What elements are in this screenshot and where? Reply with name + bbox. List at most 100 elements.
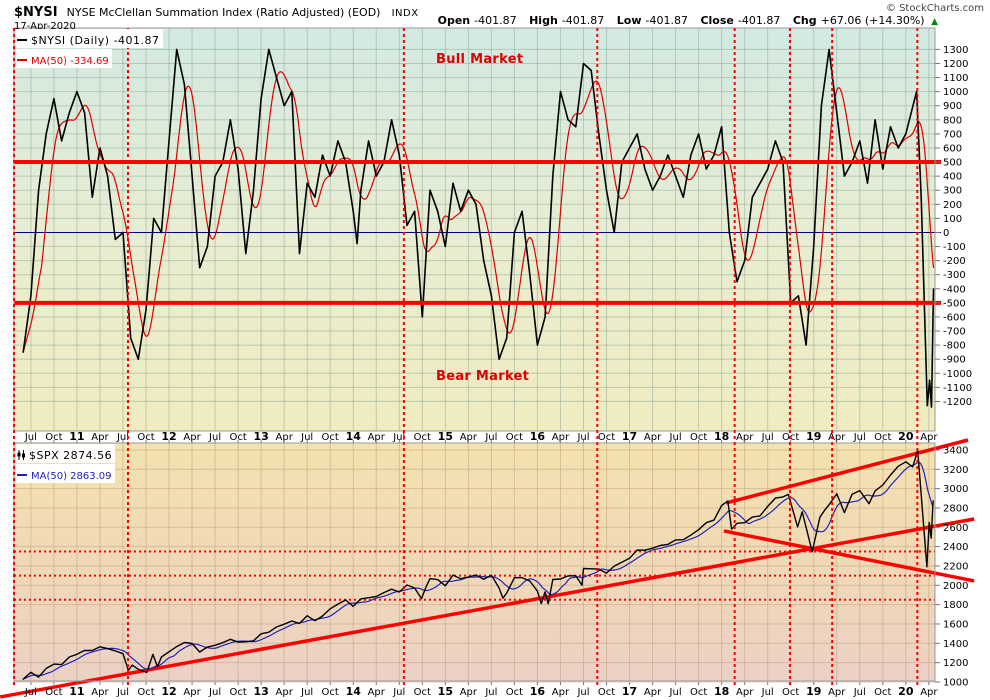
x-tick-label: Oct [137, 432, 154, 443]
nysi-price-line [22, 48, 935, 408]
x-tick-label: Apr [920, 432, 938, 443]
close-value: -401.87 [737, 14, 781, 27]
ohlc-readout: Open -401.87 High -401.87 Low -401.87 Close… [429, 14, 938, 27]
y-tick-label: -100 [943, 242, 966, 253]
x-tick-label: Apr [644, 432, 662, 443]
y-tick-label: 3000 [943, 484, 968, 495]
y-tick-label: 2600 [943, 523, 968, 534]
x-tick-label: 14 [346, 430, 362, 443]
y-tick-label: 500 [943, 158, 962, 169]
y-tick-label: 800 [943, 115, 962, 126]
x-tick-label: Jul [24, 432, 37, 443]
x-tick-label: Oct [137, 687, 154, 698]
x-tick-label: Jul [208, 432, 221, 443]
symbol-label: $NYSI [14, 5, 58, 20]
y-tick-label: -600 [943, 312, 966, 323]
x-tick-label: Jul [392, 432, 405, 443]
chart-header: $NYSI NYSE McClellan Summation Index (Ra… [14, 1, 986, 20]
nysi-legend-label: $NYSI (Daily) -401.87 [31, 34, 160, 47]
x-tick-label: Apr [368, 432, 386, 443]
x-tick-label: Jul [116, 432, 129, 443]
trendline [723, 529, 975, 583]
x-tick-label: Apr [183, 687, 201, 698]
nysi-plot-background [14, 28, 935, 431]
y-tick-label: 300 [943, 186, 962, 197]
nysi-panel: -1200-1100-1000-900-800-700-600-500-400-… [13, 27, 972, 443]
x-tick-label: Apr [91, 432, 109, 443]
low-value: -401.87 [645, 14, 688, 27]
candlestick-icon [17, 449, 25, 460]
y-tick-label: 1000 [943, 87, 968, 98]
x-tick-label: 15 [438, 685, 453, 698]
y-tick-label: -700 [943, 327, 966, 338]
trendline [725, 438, 969, 505]
low-label: Low [616, 14, 642, 27]
y-tick-label: -800 [943, 341, 966, 352]
x-tick-label: 16 [530, 430, 546, 443]
y-tick-label: 2000 [943, 581, 968, 592]
y-tick-label: -200 [943, 256, 966, 267]
x-tick-label: Oct [874, 432, 891, 443]
y-tick-label: 3400 [943, 445, 968, 456]
y-tick-label: 1200 [943, 658, 968, 669]
x-tick-label: Jul [24, 687, 37, 698]
y-tick-label: 2800 [943, 503, 968, 514]
y-tick-label: 200 [943, 200, 962, 211]
close-label: Close [700, 14, 734, 27]
x-tick-label: 16 [530, 685, 546, 698]
spx-y-axis: 1000 1200 1400 1600 1800 2000 2200 2400 2600 2800… [935, 445, 968, 688]
x-tick-label: Apr [460, 432, 478, 443]
y-tick-label: 0 [943, 228, 949, 239]
x-tick-label: Jul [484, 432, 497, 443]
y-tick-label: 1800 [943, 600, 968, 611]
x-tick-label: Apr [828, 432, 846, 443]
y-tick-label: 3200 [943, 465, 968, 476]
x-tick-label: 17 [622, 685, 637, 698]
x-tick-label: Apr [460, 687, 478, 698]
y-tick-label: 100 [943, 214, 962, 225]
line-swatch-icon [17, 38, 27, 41]
x-tick-label: Apr [920, 687, 938, 698]
x-tick-label: Oct [45, 432, 62, 443]
x-tick-label: Oct [598, 432, 615, 443]
x-tick-label: Jul [576, 687, 589, 698]
x-tick-label: Oct [782, 687, 799, 698]
nysi-y-axis: -1200-1100-1000-900-800-700-600-500-400-… [935, 45, 972, 408]
dotted-event-lines [13, 28, 919, 686]
up-arrow-icon: ▲ [931, 17, 938, 27]
spx-x-axis: Jul Oct 11 Apr Jul Oct 12 Apr Jul Oct 13 Apr Jul Oct 1… [24, 682, 938, 698]
x-tick-label: Jul [853, 687, 866, 698]
chart-title: NYSE McClellan Summation Index (Ratio Ad… [66, 6, 381, 19]
nysi-ma-legend-label: MA(50) -334.69 [31, 56, 109, 67]
open-label: Open [437, 14, 471, 27]
y-tick-label: 1300 [943, 45, 968, 56]
copyright-label: © StockCharts.com [885, 3, 984, 14]
bull-market-annotation: Bull Market [436, 52, 524, 67]
y-tick-label: 600 [943, 143, 962, 154]
y-tick-label: -500 [943, 298, 966, 309]
x-tick-label: 20 [898, 430, 914, 443]
x-tick-label: Apr [183, 432, 201, 443]
x-tick-label: Oct [506, 687, 523, 698]
y-tick-label: -400 [943, 284, 966, 295]
x-tick-label: Jul [300, 432, 313, 443]
x-tick-label: Jul [300, 687, 313, 698]
x-tick-label: 11 [69, 685, 84, 698]
y-tick-label: 1600 [943, 619, 968, 630]
x-tick-label: Apr [368, 687, 386, 698]
y-tick-label: -1100 [943, 383, 972, 394]
x-tick-label: 19 [806, 430, 821, 443]
x-tick-label: Jul [116, 687, 129, 698]
nysi-plot-border [13, 27, 936, 432]
quote-row: 17-Apr-2020 Open -401.87 High -401.87 Low -… [14, 14, 986, 32]
spx-plot-background [14, 443, 935, 681]
high-value: -401.87 [561, 14, 605, 27]
y-tick-label: 1000 [943, 677, 968, 688]
x-tick-label: Oct [414, 432, 431, 443]
x-tick-label: Jul [853, 432, 866, 443]
x-tick-label: Oct [322, 687, 339, 698]
y-tick-label: 2400 [943, 542, 968, 553]
x-tick-label: Oct [690, 432, 707, 443]
x-tick-label: Jul [669, 687, 682, 698]
